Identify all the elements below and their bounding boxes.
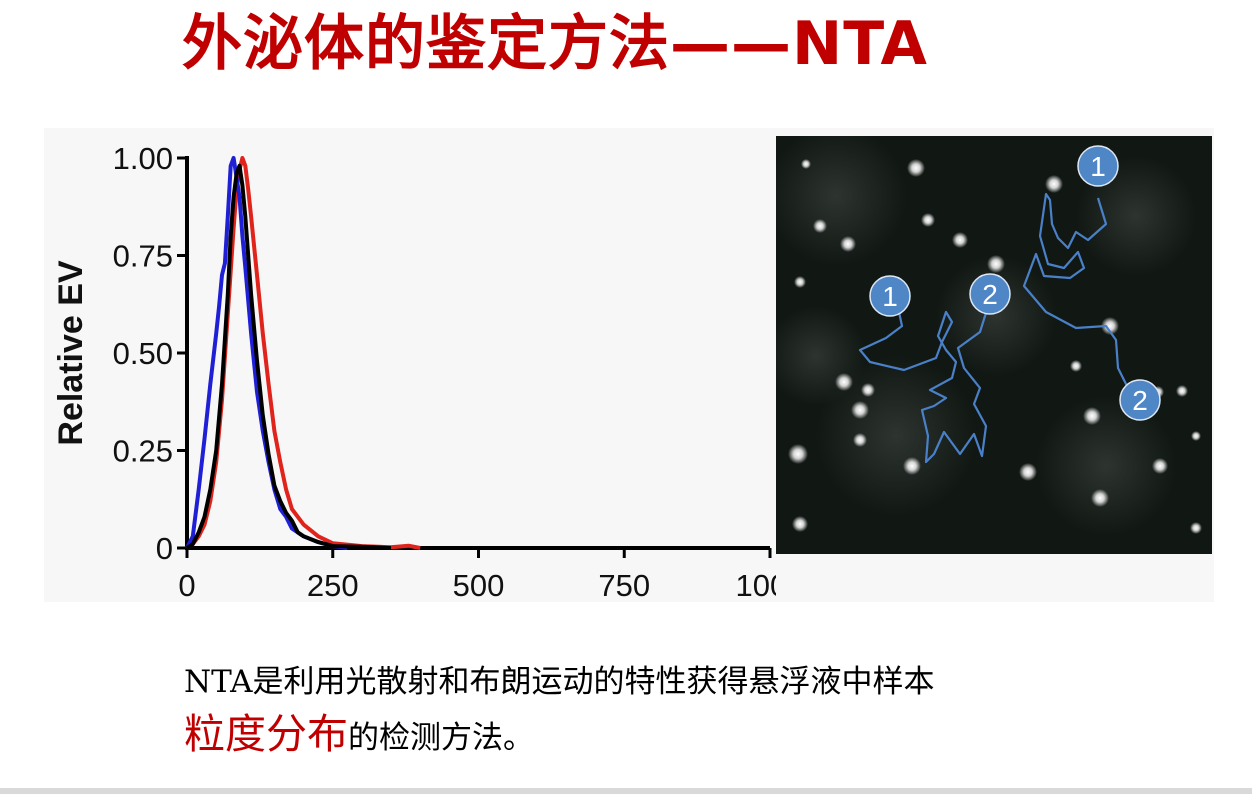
y-tick-label: 0	[156, 531, 173, 566]
particle-dot	[1083, 407, 1101, 425]
track-marker-circle	[869, 275, 911, 317]
size-distribution-chart: 0 0.25 0.50 0.75 1.00 0 250 500 750 1000 Relative …	[52, 141, 776, 602]
track-marker-label: 2	[1132, 385, 1148, 416]
y-tick-label: 0.50	[113, 336, 173, 371]
track-marker: 2	[969, 273, 1011, 315]
x-tick-label: 500	[453, 568, 505, 602]
track-marker-circle	[1119, 379, 1161, 421]
caption: NTA是利用光散射和布朗运动的特性获得悬浮液中样本 粒度分布的检测方法。	[184, 656, 1184, 769]
particle-dot	[840, 236, 856, 252]
caption-line-2: 粒度分布的检测方法。	[184, 708, 1184, 769]
x-tick-label: 750	[598, 568, 650, 602]
particle-dot	[1019, 463, 1037, 481]
background-haze	[936, 256, 1056, 376]
track-marker-circle	[969, 273, 1011, 315]
track-marker: 1	[869, 275, 911, 317]
particle-dot	[792, 516, 808, 532]
particle-dot	[1101, 317, 1119, 335]
caption-highlight: 粒度分布	[184, 710, 348, 758]
particle-dot	[1070, 360, 1082, 372]
particle-dot	[813, 219, 827, 233]
x-tick-label: 250	[307, 568, 359, 602]
x-tick-label: 0	[178, 568, 195, 602]
background-haze	[1076, 156, 1196, 276]
particle-dot	[861, 383, 875, 397]
caption-line-1: NTA是利用光散射和布朗运动的特性获得悬浮液中样本	[184, 664, 935, 700]
particle-dot	[907, 159, 925, 177]
background-haze	[776, 136, 906, 266]
x-tick-label: 1000	[736, 568, 776, 602]
series-line-0	[185, 156, 348, 550]
track-marker-label: 1	[1090, 151, 1106, 182]
particle-dot	[1045, 175, 1063, 193]
particle-track-a	[1022, 192, 1137, 399]
particle-dot	[903, 457, 921, 475]
particle-dot	[1091, 489, 1109, 507]
track-marker: 2	[1119, 379, 1161, 421]
y-tick-label: 0.25	[113, 434, 173, 469]
particle-dot	[952, 232, 968, 248]
particle-dot	[987, 255, 1005, 273]
bottom-rule	[0, 788, 1252, 794]
track-marker: 1	[1077, 145, 1119, 187]
track-marker-circle	[1077, 145, 1119, 187]
particle-dot	[921, 213, 935, 227]
slide-title: 外泌体的鉴定方法——NTA	[182, 9, 928, 79]
y-tick-label: 0.75	[113, 239, 173, 274]
background-haze	[816, 356, 976, 516]
track-marker-label: 1	[882, 281, 898, 312]
particle-dot	[853, 433, 867, 447]
particle-dot	[1176, 385, 1188, 397]
particle-dot	[794, 276, 806, 288]
particle-dot	[801, 159, 811, 169]
particle-dot	[788, 444, 808, 464]
track-marker-label: 2	[982, 279, 998, 310]
background-haze	[1036, 396, 1176, 536]
particle-dot	[1191, 431, 1201, 441]
y-tick-label: 1.00	[113, 141, 173, 176]
particle-dot	[851, 401, 869, 419]
nta-tracking-image: 1 2 1 2	[776, 136, 1212, 554]
y-axis-label: Relative EV	[52, 260, 90, 446]
particle-track-b	[858, 297, 992, 464]
particle-dot	[835, 373, 853, 391]
caption-rest: 的检测方法。	[348, 720, 534, 756]
series-line-2	[185, 163, 392, 550]
series-line-1	[185, 156, 421, 550]
particle-dot	[1152, 458, 1168, 474]
particle-dot	[1190, 522, 1202, 534]
